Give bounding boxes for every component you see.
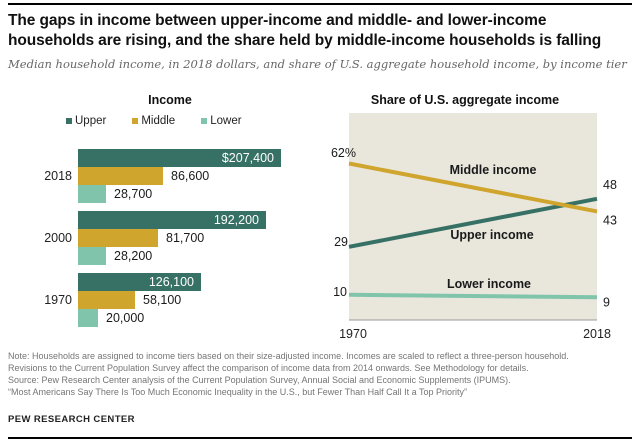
end-value-upper-income: 48 xyxy=(603,178,617,192)
legend-swatch-middle xyxy=(132,118,139,124)
bar-value-1970-upper: 126,100 xyxy=(148,275,194,289)
page-title-line-2: households are rising, and the share hel… xyxy=(8,32,602,50)
bar-chart-legend: Upper Middle Lower xyxy=(66,115,242,127)
legend-item-lower: Lower xyxy=(201,115,242,127)
end-value-lower-income: 9 xyxy=(603,295,610,309)
line-upper-income xyxy=(348,196,598,249)
legend-label: Upper xyxy=(75,115,107,127)
page-title-line-1: The gaps in income between upper-income … xyxy=(8,12,547,29)
bar-2000-upper xyxy=(78,211,266,229)
legend-item-middle: Middle xyxy=(132,115,175,127)
bar-2018-lower xyxy=(78,185,106,203)
line-lower-income xyxy=(348,292,598,300)
legend-swatch-upper xyxy=(66,118,72,124)
end-value-middle-income: 43 xyxy=(603,213,617,227)
bar-2018-upper xyxy=(78,149,281,167)
legend-item-upper: Upper xyxy=(66,115,106,127)
bottom-rule xyxy=(8,437,632,439)
start-value-middle-income: 62% xyxy=(331,146,356,160)
bar-2000-middle xyxy=(78,229,158,247)
bar-value-2000-lower: 28,200 xyxy=(114,249,153,263)
year-label-1970: 1970 xyxy=(44,293,72,307)
plot-background xyxy=(349,113,597,320)
bar-value-2018-lower: 28,700 xyxy=(114,187,153,201)
bar-1970-middle xyxy=(78,291,135,309)
series-label-lower-income: Lower income xyxy=(447,277,531,291)
bar-1970-upper xyxy=(78,273,201,291)
year-label-2018: 2018 xyxy=(44,169,72,183)
line-chart-title: Share of U.S. aggregate income xyxy=(370,93,560,107)
bar-value-2000-middle: 81,700 xyxy=(166,231,205,245)
bar-1970-lower xyxy=(78,309,98,327)
start-value-lower-income: 10 xyxy=(333,285,347,299)
page-subtitle: Median household income, in 2018 dollars… xyxy=(8,57,627,71)
bar-value-1970-middle: 58,100 xyxy=(143,293,182,307)
bar-value-2018-middle: 86,600 xyxy=(171,169,210,183)
top-rule xyxy=(8,3,632,5)
footnote-line-2: Revisions to the Current Population Surv… xyxy=(8,363,529,373)
legend-label: Lower xyxy=(210,115,242,127)
bar-2018-middle xyxy=(78,167,163,185)
bar-2000-lower xyxy=(78,247,106,265)
series-label-upper-income: Upper income xyxy=(450,228,533,242)
legend-label: Middle xyxy=(141,115,176,127)
source-line: Source: Pew Research Center analysis of … xyxy=(8,375,511,385)
bar-value-1970-lower: 20,000 xyxy=(106,311,145,325)
report-title-line: “Most Americans Say There Is Too Much Ec… xyxy=(8,387,468,397)
bar-value-2000-upper: 192,200 xyxy=(213,213,259,227)
year-label-2000: 2000 xyxy=(44,231,72,245)
legend-swatch-lower xyxy=(201,118,208,124)
footnote-line-1: Note: Households are assigned to income … xyxy=(8,351,569,361)
line-middle-income xyxy=(348,161,598,214)
page-title: The gaps in income between upper-income … xyxy=(8,11,628,52)
bar-value-2018-upper: $207,400 xyxy=(221,151,274,165)
brand-wordmark: PEW RESEARCH CENTER xyxy=(8,414,135,425)
bar-chart-title: Income xyxy=(148,93,192,107)
x-tick-2018: 2018 xyxy=(583,327,611,341)
series-label-middle-income: Middle income xyxy=(450,163,537,177)
start-value-upper-income: 29 xyxy=(334,235,348,249)
x-tick-1970: 1970 xyxy=(339,327,367,341)
line-chart: 62% 43 Middle income 29 48 Upper income 10 9 Low… xyxy=(331,113,617,341)
